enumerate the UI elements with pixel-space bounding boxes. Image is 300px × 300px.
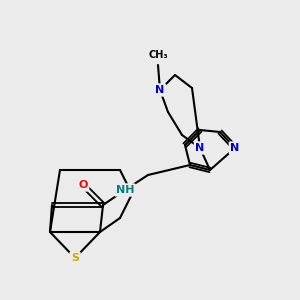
Text: N: N (195, 143, 205, 153)
Text: S: S (71, 253, 79, 263)
Text: O: O (78, 180, 88, 190)
Text: N: N (155, 85, 165, 95)
Text: N: N (230, 143, 240, 153)
Text: CH₃: CH₃ (148, 50, 168, 60)
Text: NH: NH (116, 185, 134, 195)
